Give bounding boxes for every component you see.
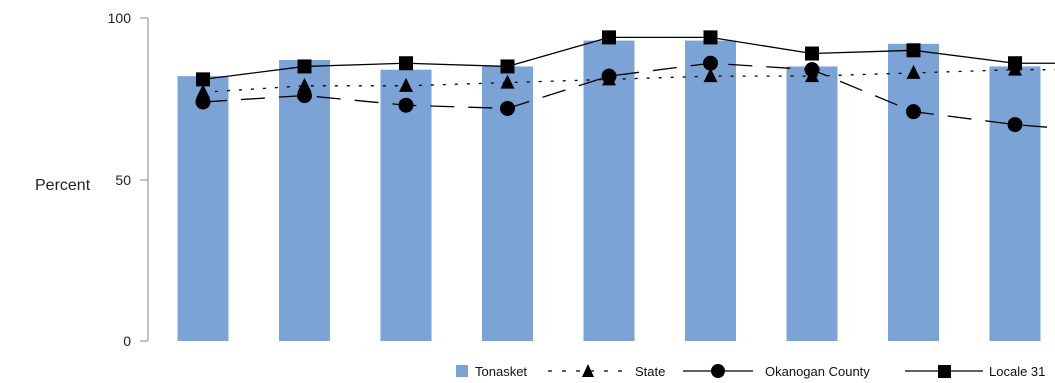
legend-label-tonasket: Tonasket [475,364,527,379]
legend-marker-state [582,364,594,377]
marker-okanogan-county-3 [398,97,414,113]
line-okanogan-county [202,62,1055,129]
marker-state-6 [703,68,718,83]
marker-state-4 [500,74,515,89]
marker-okanogan-county-7 [804,62,820,78]
axes: 100 50 0 Percent [35,10,149,349]
markers-group [195,30,1023,133]
marker-state-1 [196,84,210,99]
bar-tonasket-7 [786,66,838,341]
legend-swatch-tonasket [456,365,468,377]
marker-locale-31-7 [805,46,819,61]
marker-okanogan-county-9 [1007,117,1023,133]
marker-okanogan-county-4 [500,100,515,116]
bar-tonasket-8 [888,43,939,342]
bar-tonasket-9 [989,66,1041,341]
line-locale-31 [202,36,1055,81]
y-tick-label-50: 50 [115,172,131,188]
line-state [202,69,1055,93]
marker-okanogan-county-5 [601,68,617,84]
legend-label-locale-31: Locale 31 [989,364,1045,379]
marker-okanogan-county-6 [703,55,718,71]
legend: Tonasket State Okanogan County Locale 31 [456,364,1045,379]
bar-tonasket-6 [685,40,736,342]
marker-locale-31-4 [500,59,515,74]
marker-state-2 [297,77,312,92]
legend-marker-okanogan-county [711,364,725,378]
marker-okanogan-county-8 [906,104,921,120]
marker-locale-31-1 [196,72,210,87]
y-axis-label: Percent [35,177,91,194]
bar-tonasket-3 [380,69,432,342]
marker-locale-31-5 [602,30,616,45]
marker-locale-31-9 [1008,56,1022,71]
legend-label-okanogan-county: Okanogan County [765,364,870,379]
bar-tonasket-1 [177,76,229,341]
marker-state-3 [399,77,413,92]
y-tick-label-0: 0 [123,333,131,349]
marker-state-8 [906,64,921,79]
marker-locale-31-6 [703,30,718,45]
y-tick-label-100: 100 [108,10,132,26]
bar-tonasket-5 [583,40,635,342]
bar-tonasket-2 [279,59,330,342]
marker-okanogan-county-2 [297,88,312,104]
bars-group [177,40,1041,342]
marker-okanogan-county-1 [195,94,211,110]
marker-locale-31-2 [297,59,312,74]
lines-group [202,36,1055,129]
marker-locale-31-8 [906,43,921,58]
marker-locale-31-3 [399,56,413,71]
legend-marker-locale-31 [938,365,951,378]
legend-label-state: State [635,364,665,379]
